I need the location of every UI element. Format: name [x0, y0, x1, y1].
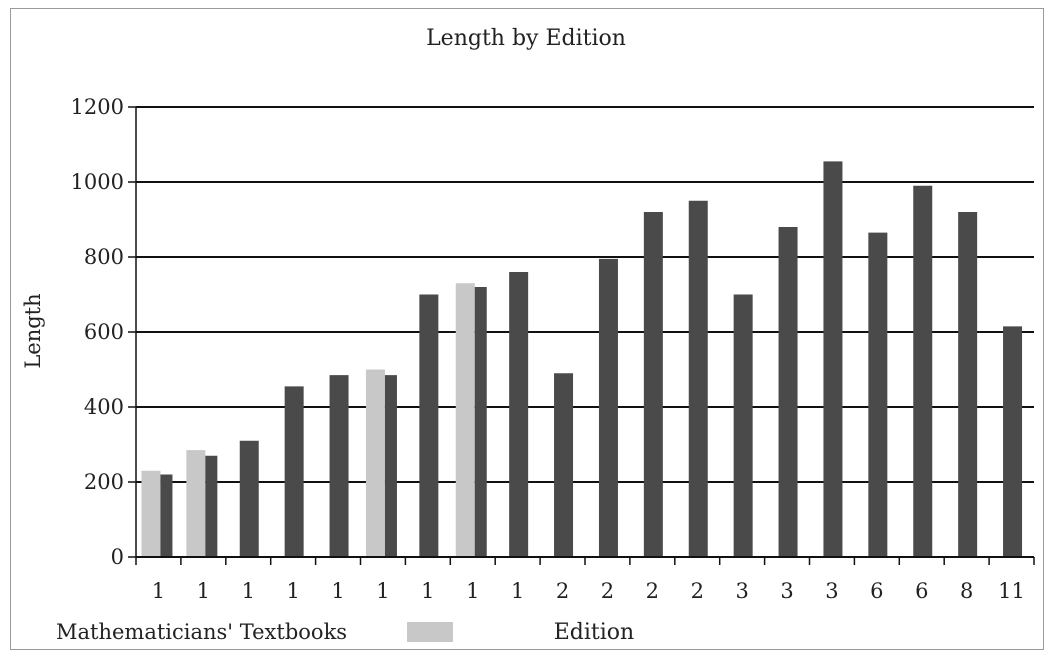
- x-tick-label: 2: [646, 579, 659, 603]
- x-tick-label: 2: [601, 579, 614, 603]
- x-tick-label: 1: [376, 579, 389, 603]
- y-tick-label: 1000: [71, 170, 124, 194]
- y-tick-label: 0: [111, 545, 124, 569]
- x-tick-label: 1: [197, 579, 210, 603]
- bar: [733, 294, 753, 557]
- x-tick-label: 8: [960, 579, 973, 603]
- bar: [868, 232, 888, 557]
- x-tick-label: 11: [998, 579, 1025, 603]
- x-tick-label: 1: [331, 579, 344, 603]
- bar: [474, 287, 487, 557]
- x-tick-label: 1: [286, 579, 299, 603]
- x-tick-label: 3: [780, 579, 793, 603]
- legend-swatch: [407, 622, 453, 642]
- bar: [329, 375, 349, 557]
- x-tick-label: 2: [691, 579, 704, 603]
- x-tick-label: 1: [152, 579, 165, 603]
- bar: [239, 440, 259, 557]
- bar-textbook: [141, 470, 161, 557]
- y-tick-label: 1200: [71, 95, 124, 119]
- bar: [778, 227, 798, 557]
- bar: [160, 474, 173, 557]
- x-tick-label: 6: [870, 579, 883, 603]
- bar: [688, 200, 708, 557]
- bar: [384, 375, 397, 557]
- grid-layer: [128, 106, 1035, 565]
- bar-textbook: [365, 369, 385, 557]
- bar: [284, 386, 304, 557]
- bar: [913, 185, 933, 557]
- legend-label: Mathematicians' Textbooks: [56, 620, 347, 644]
- bar: [205, 455, 218, 557]
- x-axis-label: Edition: [554, 620, 634, 645]
- bar: [643, 212, 663, 557]
- y-tick-label: 200: [84, 470, 124, 494]
- x-tick-label: 3: [735, 579, 748, 603]
- x-tick-label: 1: [511, 579, 524, 603]
- bar: [554, 373, 574, 557]
- x-tick-label: 1: [466, 579, 479, 603]
- chart-title: Length by Edition: [426, 26, 626, 51]
- bar-textbook: [455, 283, 475, 557]
- x-tick-label: 3: [825, 579, 838, 603]
- y-axis-label: Length: [21, 293, 45, 368]
- bars-layer: [141, 161, 1023, 557]
- x-tick-label: 2: [556, 579, 569, 603]
- bar: [509, 272, 529, 557]
- y-tick-label: 400: [84, 395, 124, 419]
- y-tick-label: 600: [84, 320, 124, 344]
- bar: [598, 258, 618, 557]
- x-tick-label: 1: [421, 579, 434, 603]
- bar: [958, 212, 978, 557]
- x-tick-label: 1: [242, 579, 255, 603]
- bar-textbook: [186, 450, 206, 557]
- bar: [1003, 326, 1023, 557]
- y-tick-label: 800: [84, 245, 124, 269]
- bar: [823, 161, 843, 557]
- x-tick-label: 6: [915, 579, 928, 603]
- bar: [419, 294, 439, 557]
